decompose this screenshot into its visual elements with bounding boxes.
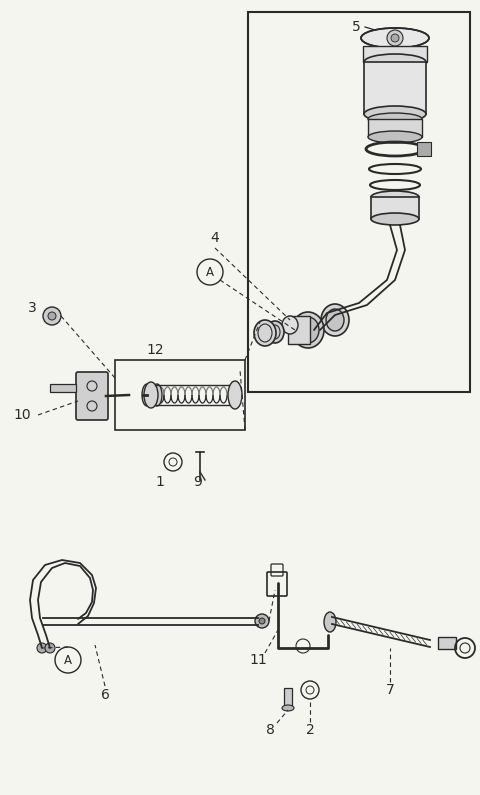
Bar — [284, 688, 292, 708]
Circle shape — [259, 618, 265, 624]
Ellipse shape — [282, 316, 298, 334]
Ellipse shape — [228, 381, 242, 409]
Circle shape — [37, 643, 47, 653]
Ellipse shape — [361, 28, 429, 48]
Circle shape — [48, 312, 56, 320]
Text: 4: 4 — [211, 231, 219, 245]
Text: 6: 6 — [101, 688, 109, 702]
Text: 3: 3 — [28, 301, 36, 315]
Text: 8: 8 — [265, 723, 275, 737]
Ellipse shape — [371, 191, 419, 203]
Text: A: A — [64, 653, 72, 666]
Text: 11: 11 — [249, 653, 267, 667]
Bar — [364, 62, 426, 114]
Bar — [417, 142, 431, 156]
Circle shape — [43, 307, 61, 325]
Ellipse shape — [364, 54, 426, 70]
Bar — [371, 197, 419, 219]
Ellipse shape — [282, 705, 294, 711]
Bar — [438, 637, 456, 649]
Ellipse shape — [321, 304, 349, 336]
Bar — [288, 316, 310, 344]
Circle shape — [391, 34, 399, 42]
Circle shape — [45, 643, 55, 653]
Bar — [248, 12, 470, 392]
Text: A: A — [206, 266, 214, 278]
Text: 10: 10 — [13, 408, 31, 422]
FancyBboxPatch shape — [76, 372, 108, 420]
Ellipse shape — [144, 382, 158, 408]
Circle shape — [255, 614, 269, 628]
Ellipse shape — [266, 321, 284, 343]
Bar — [50, 384, 76, 392]
Ellipse shape — [297, 317, 319, 343]
Ellipse shape — [142, 384, 152, 406]
Ellipse shape — [254, 320, 276, 346]
Ellipse shape — [292, 312, 324, 348]
Ellipse shape — [368, 113, 422, 125]
Text: 1: 1 — [156, 475, 165, 489]
Bar — [363, 46, 427, 62]
Text: 7: 7 — [385, 683, 395, 697]
Ellipse shape — [152, 384, 162, 406]
Ellipse shape — [326, 309, 344, 331]
Text: 2: 2 — [306, 723, 314, 737]
Ellipse shape — [368, 131, 422, 143]
Text: 9: 9 — [193, 475, 203, 489]
Circle shape — [387, 30, 403, 46]
Ellipse shape — [364, 106, 426, 122]
Bar — [115, 360, 245, 430]
Ellipse shape — [324, 612, 336, 632]
Bar — [368, 119, 422, 137]
Text: 5: 5 — [352, 20, 360, 34]
Ellipse shape — [371, 213, 419, 225]
Text: 12: 12 — [146, 343, 164, 357]
